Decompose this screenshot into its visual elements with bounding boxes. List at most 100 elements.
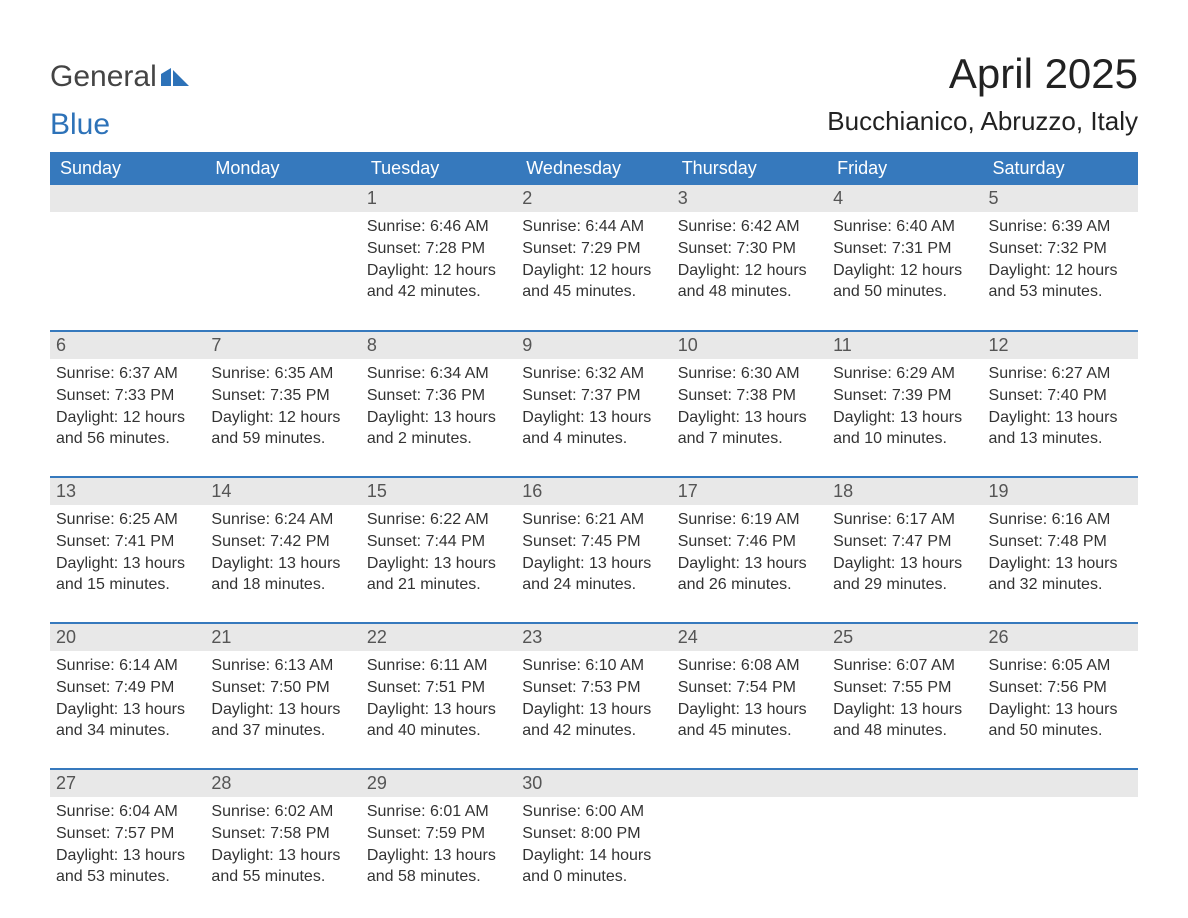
daylight-line: Daylight: 12 hours and 56 minutes. <box>56 407 197 450</box>
sunset-line: Sunset: 7:50 PM <box>211 677 352 699</box>
location: Bucchianico, Abruzzo, Italy <box>827 106 1138 137</box>
calendar-cell: 21Sunrise: 6:13 AMSunset: 7:50 PMDayligh… <box>205 623 360 751</box>
calendar-cell: 27Sunrise: 6:04 AMSunset: 7:57 PMDayligh… <box>50 769 205 897</box>
week-separator <box>50 313 1138 331</box>
calendar-week: 6Sunrise: 6:37 AMSunset: 7:33 PMDaylight… <box>50 331 1138 459</box>
calendar-cell: 19Sunrise: 6:16 AMSunset: 7:48 PMDayligh… <box>983 477 1138 605</box>
day-number: 19 <box>983 478 1138 505</box>
daylight-line: Daylight: 13 hours and 7 minutes. <box>678 407 819 450</box>
day-details: Sunrise: 6:17 AMSunset: 7:47 PMDaylight:… <box>827 505 982 599</box>
sunrise-line: Sunrise: 6:30 AM <box>678 363 819 385</box>
sunset-line: Sunset: 7:58 PM <box>211 823 352 845</box>
calendar-cell: 12Sunrise: 6:27 AMSunset: 7:40 PMDayligh… <box>983 331 1138 459</box>
sunrise-line: Sunrise: 6:40 AM <box>833 216 974 238</box>
calendar-cell: 24Sunrise: 6:08 AMSunset: 7:54 PMDayligh… <box>672 623 827 751</box>
daylight-line: Daylight: 13 hours and 2 minutes. <box>367 407 508 450</box>
sunset-line: Sunset: 7:46 PM <box>678 531 819 553</box>
sunrise-line: Sunrise: 6:29 AM <box>833 363 974 385</box>
calendar-cell: 13Sunrise: 6:25 AMSunset: 7:41 PMDayligh… <box>50 477 205 605</box>
sunset-line: Sunset: 7:32 PM <box>989 238 1130 260</box>
day-number <box>205 185 360 212</box>
daylight-line: Daylight: 13 hours and 32 minutes. <box>989 553 1130 596</box>
sunrise-line: Sunrise: 6:46 AM <box>367 216 508 238</box>
calendar-cell: 4Sunrise: 6:40 AMSunset: 7:31 PMDaylight… <box>827 185 982 313</box>
sunset-line: Sunset: 7:38 PM <box>678 385 819 407</box>
daylight-line: Daylight: 13 hours and 24 minutes. <box>522 553 663 596</box>
day-details: Sunrise: 6:08 AMSunset: 7:54 PMDaylight:… <box>672 651 827 745</box>
day-number: 28 <box>205 770 360 797</box>
sunrise-line: Sunrise: 6:02 AM <box>211 801 352 823</box>
sunset-line: Sunset: 7:31 PM <box>833 238 974 260</box>
sunrise-line: Sunrise: 6:05 AM <box>989 655 1130 677</box>
daylight-line: Daylight: 13 hours and 4 minutes. <box>522 407 663 450</box>
day-header: Friday <box>827 152 982 185</box>
sunset-line: Sunset: 7:36 PM <box>367 385 508 407</box>
day-header: Saturday <box>983 152 1138 185</box>
calendar-cell: 20Sunrise: 6:14 AMSunset: 7:49 PMDayligh… <box>50 623 205 751</box>
day-number: 5 <box>983 185 1138 212</box>
day-number: 21 <box>205 624 360 651</box>
week-separator <box>50 605 1138 623</box>
sunrise-line: Sunrise: 6:08 AM <box>678 655 819 677</box>
calendar-cell: 30Sunrise: 6:00 AMSunset: 8:00 PMDayligh… <box>516 769 671 897</box>
calendar-week: 1Sunrise: 6:46 AMSunset: 7:28 PMDaylight… <box>50 185 1138 313</box>
sunset-line: Sunset: 7:49 PM <box>56 677 197 699</box>
daylight-line: Daylight: 12 hours and 45 minutes. <box>522 260 663 303</box>
day-number: 14 <box>205 478 360 505</box>
sunrise-line: Sunrise: 6:35 AM <box>211 363 352 385</box>
day-details: Sunrise: 6:39 AMSunset: 7:32 PMDaylight:… <box>983 212 1138 306</box>
sunrise-line: Sunrise: 6:11 AM <box>367 655 508 677</box>
daylight-line: Daylight: 13 hours and 48 minutes. <box>833 699 974 742</box>
calendar-cell: 23Sunrise: 6:10 AMSunset: 7:53 PMDayligh… <box>516 623 671 751</box>
calendar-cell: 18Sunrise: 6:17 AMSunset: 7:47 PMDayligh… <box>827 477 982 605</box>
day-number: 27 <box>50 770 205 797</box>
day-details: Sunrise: 6:00 AMSunset: 8:00 PMDaylight:… <box>516 797 671 891</box>
sunrise-line: Sunrise: 6:21 AM <box>522 509 663 531</box>
day-details: Sunrise: 6:21 AMSunset: 7:45 PMDaylight:… <box>516 505 671 599</box>
sunset-line: Sunset: 7:48 PM <box>989 531 1130 553</box>
day-number: 3 <box>672 185 827 212</box>
day-details: Sunrise: 6:16 AMSunset: 7:48 PMDaylight:… <box>983 505 1138 599</box>
daylight-line: Daylight: 13 hours and 34 minutes. <box>56 699 197 742</box>
daylight-line: Daylight: 12 hours and 42 minutes. <box>367 260 508 303</box>
logo: General Blue <box>50 50 189 142</box>
day-number: 15 <box>361 478 516 505</box>
sunset-line: Sunset: 7:44 PM <box>367 531 508 553</box>
calendar-cell: 9Sunrise: 6:32 AMSunset: 7:37 PMDaylight… <box>516 331 671 459</box>
calendar-cell: 3Sunrise: 6:42 AMSunset: 7:30 PMDaylight… <box>672 185 827 313</box>
calendar-week: 27Sunrise: 6:04 AMSunset: 7:57 PMDayligh… <box>50 769 1138 897</box>
day-details: Sunrise: 6:10 AMSunset: 7:53 PMDaylight:… <box>516 651 671 745</box>
calendar-cell: 26Sunrise: 6:05 AMSunset: 7:56 PMDayligh… <box>983 623 1138 751</box>
day-number: 12 <box>983 332 1138 359</box>
calendar-cell: 17Sunrise: 6:19 AMSunset: 7:46 PMDayligh… <box>672 477 827 605</box>
sunset-line: Sunset: 7:56 PM <box>989 677 1130 699</box>
sunset-line: Sunset: 7:53 PM <box>522 677 663 699</box>
day-details: Sunrise: 6:02 AMSunset: 7:58 PMDaylight:… <box>205 797 360 891</box>
daylight-line: Daylight: 13 hours and 58 minutes. <box>367 845 508 888</box>
daylight-line: Daylight: 13 hours and 42 minutes. <box>522 699 663 742</box>
daylight-line: Daylight: 12 hours and 50 minutes. <box>833 260 974 303</box>
day-number: 17 <box>672 478 827 505</box>
day-details: Sunrise: 6:14 AMSunset: 7:49 PMDaylight:… <box>50 651 205 745</box>
daylight-line: Daylight: 13 hours and 18 minutes. <box>211 553 352 596</box>
day-header-row: SundayMondayTuesdayWednesdayThursdayFrid… <box>50 152 1138 185</box>
day-details: Sunrise: 6:35 AMSunset: 7:35 PMDaylight:… <box>205 359 360 453</box>
day-header: Tuesday <box>361 152 516 185</box>
sunset-line: Sunset: 7:30 PM <box>678 238 819 260</box>
day-header: Thursday <box>672 152 827 185</box>
sunrise-line: Sunrise: 6:39 AM <box>989 216 1130 238</box>
calendar-cell: 15Sunrise: 6:22 AMSunset: 7:44 PMDayligh… <box>361 477 516 605</box>
sunset-line: Sunset: 7:59 PM <box>367 823 508 845</box>
day-number <box>672 770 827 797</box>
day-number: 18 <box>827 478 982 505</box>
calendar-week: 20Sunrise: 6:14 AMSunset: 7:49 PMDayligh… <box>50 623 1138 751</box>
daylight-line: Daylight: 13 hours and 13 minutes. <box>989 407 1130 450</box>
calendar-cell: 14Sunrise: 6:24 AMSunset: 7:42 PMDayligh… <box>205 477 360 605</box>
day-number: 22 <box>361 624 516 651</box>
day-number: 24 <box>672 624 827 651</box>
sunrise-line: Sunrise: 6:13 AM <box>211 655 352 677</box>
calendar-cell: 16Sunrise: 6:21 AMSunset: 7:45 PMDayligh… <box>516 477 671 605</box>
day-details: Sunrise: 6:42 AMSunset: 7:30 PMDaylight:… <box>672 212 827 306</box>
daylight-line: Daylight: 13 hours and 45 minutes. <box>678 699 819 742</box>
day-number <box>827 770 982 797</box>
